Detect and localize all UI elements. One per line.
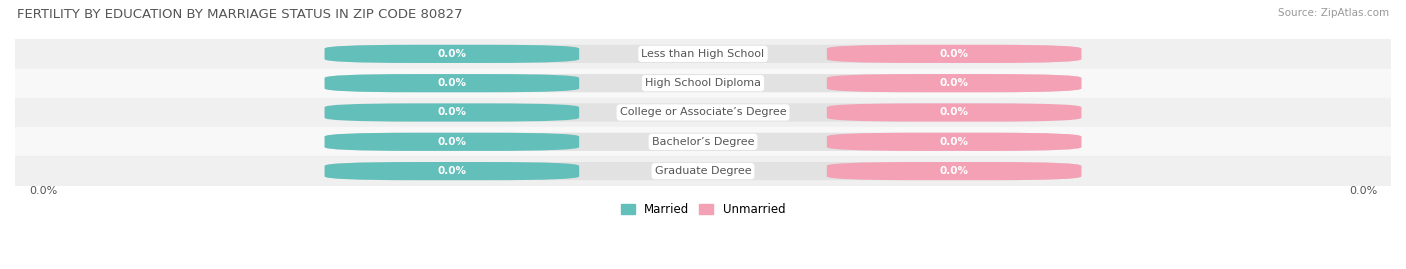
Bar [15,127,1391,157]
Text: 0.0%: 0.0% [939,137,969,147]
Text: 0.0%: 0.0% [939,49,969,59]
FancyBboxPatch shape [325,162,579,180]
Text: 0.0%: 0.0% [437,78,467,88]
Text: Graduate Degree: Graduate Degree [655,166,751,176]
FancyBboxPatch shape [325,162,1081,180]
FancyBboxPatch shape [325,74,579,92]
FancyBboxPatch shape [827,133,1081,151]
Legend: Married, Unmarried: Married, Unmarried [616,199,790,221]
Text: 0.0%: 0.0% [939,78,969,88]
FancyBboxPatch shape [325,133,1081,151]
FancyBboxPatch shape [325,103,1081,122]
Text: Bachelor’s Degree: Bachelor’s Degree [652,137,754,147]
Text: 0.0%: 0.0% [939,108,969,118]
Text: 0.0%: 0.0% [28,186,58,196]
Text: 0.0%: 0.0% [437,108,467,118]
Text: FERTILITY BY EDUCATION BY MARRIAGE STATUS IN ZIP CODE 80827: FERTILITY BY EDUCATION BY MARRIAGE STATU… [17,8,463,21]
FancyBboxPatch shape [325,103,579,122]
Bar [15,157,1391,186]
FancyBboxPatch shape [827,103,1081,122]
FancyBboxPatch shape [827,74,1081,92]
Text: 0.0%: 0.0% [939,166,969,176]
Text: High School Diploma: High School Diploma [645,78,761,88]
FancyBboxPatch shape [827,45,1081,63]
Bar [15,98,1391,127]
FancyBboxPatch shape [325,133,579,151]
Text: Less than High School: Less than High School [641,49,765,59]
Bar [15,39,1391,69]
FancyBboxPatch shape [325,74,1081,92]
Bar [15,69,1391,98]
Text: 0.0%: 0.0% [437,49,467,59]
Text: College or Associate’s Degree: College or Associate’s Degree [620,108,786,118]
Text: Source: ZipAtlas.com: Source: ZipAtlas.com [1278,8,1389,18]
FancyBboxPatch shape [325,45,579,63]
Text: 0.0%: 0.0% [1348,186,1378,196]
Text: 0.0%: 0.0% [437,137,467,147]
FancyBboxPatch shape [325,45,1081,63]
Text: 0.0%: 0.0% [437,166,467,176]
FancyBboxPatch shape [827,162,1081,180]
